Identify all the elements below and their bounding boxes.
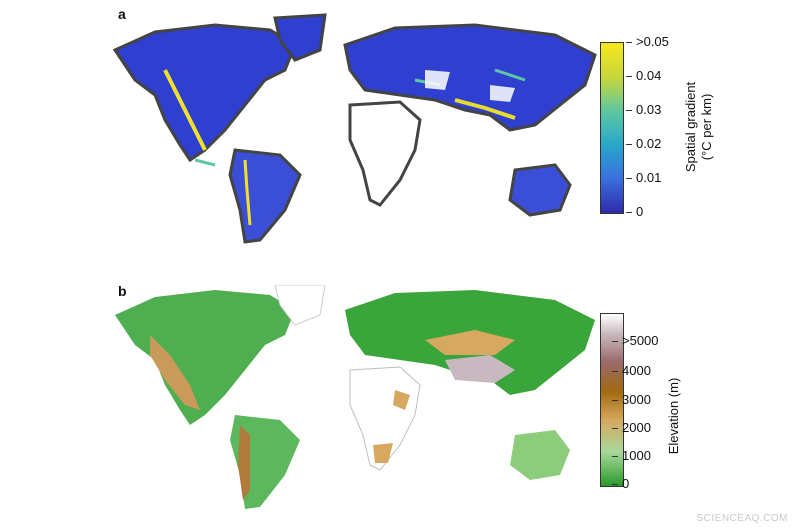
gradient-colorbar (600, 42, 624, 214)
elevation-south-africa (373, 443, 393, 463)
continent-africa (348, 100, 422, 207)
elevation-andes (238, 425, 250, 500)
white-patches-asia (425, 70, 515, 102)
elevation-tick: >5000 (612, 333, 659, 348)
elevation-colorbar (600, 313, 624, 487)
continent-south-america (228, 148, 302, 244)
gradient-highlight-rockies (163, 69, 207, 151)
elevation-tick: 3000 (612, 392, 651, 407)
watermark: SCIENCEAQ.COM (696, 513, 788, 524)
elevation-tick: 4000 (612, 363, 651, 378)
continent-greenland (274, 285, 326, 326)
elevation-tick: 0 (611, 476, 630, 491)
continent-greenland (273, 13, 327, 62)
elevation-tibet (445, 355, 515, 383)
continent-north-america (112, 23, 297, 163)
gradient-title-line1: Spatial gradient (683, 81, 698, 173)
gradient-tick: 0.01 (625, 170, 662, 185)
spatial-gradient-map (95, 10, 600, 250)
gradient-tick: 0.04 (625, 68, 662, 83)
elevation-map (95, 285, 600, 525)
panel-b-label: b (118, 283, 127, 299)
gradient-colorbar-title: Spatial gradient (°C per km) (683, 57, 717, 197)
gradient-highlight-andes (243, 159, 252, 226)
gradient-tick: 0 (625, 204, 644, 219)
continent-north-america (115, 290, 295, 425)
elevation-colorbar-title: Elevation (m) (666, 377, 681, 455)
elevation-central-asia (425, 330, 515, 355)
panel-a-label: a (118, 6, 126, 22)
gradient-tick: >0.05 (626, 34, 669, 49)
continent-australia (510, 430, 570, 480)
elevation-tick: 1000 (612, 448, 651, 463)
elevation-rockies (150, 335, 200, 410)
gradient-tick: 0.03 (625, 102, 662, 117)
elevation-ethiopia (393, 390, 410, 410)
gradient-tick: 0.02 (625, 136, 662, 151)
elevation-tick: 2000 (612, 420, 651, 435)
continent-australia (508, 163, 572, 217)
continent-eurasia (343, 23, 597, 132)
gradient-highlight-himalaya (454, 98, 516, 120)
gradient-title-line2: (°C per km) (699, 93, 714, 161)
